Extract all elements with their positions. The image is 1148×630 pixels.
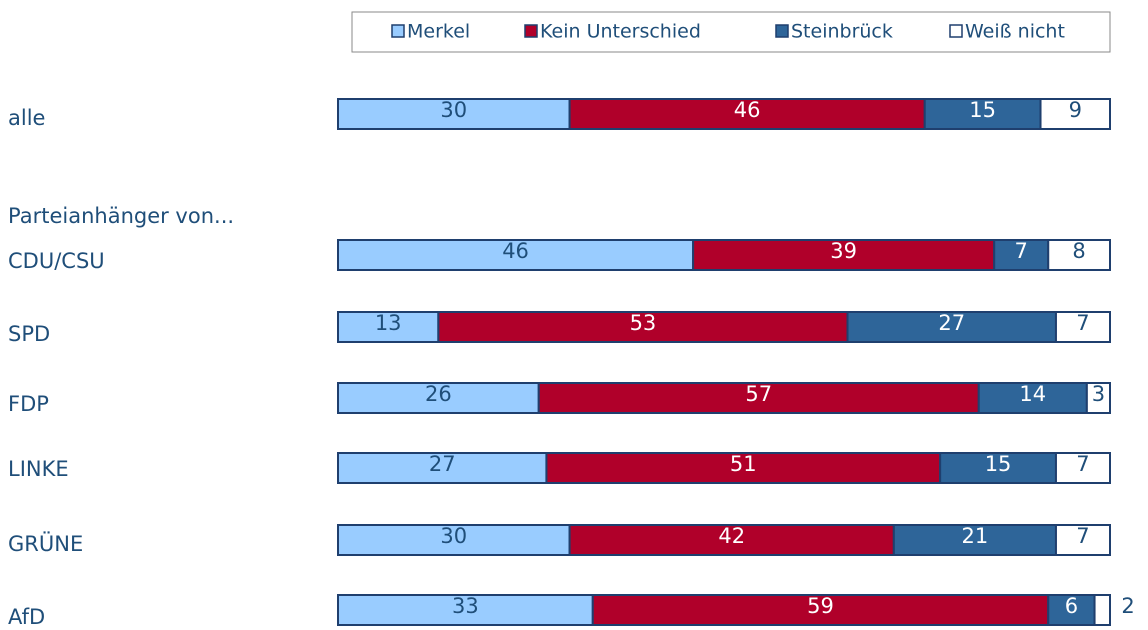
category-label: SPD <box>8 322 50 346</box>
data-label: 14 <box>1019 382 1046 406</box>
legend-box <box>351 11 1111 53</box>
bar-segment <box>337 594 594 626</box>
legend-label: Weiß nicht <box>965 21 1065 43</box>
bar-segment <box>1085 382 1111 414</box>
bar-segment <box>568 524 895 556</box>
data-label: 27 <box>938 311 965 335</box>
data-label: 59 <box>807 594 834 618</box>
data-label: 13 <box>375 311 402 335</box>
category-label: LINKE <box>8 457 69 481</box>
legend-label: Merkel <box>407 21 470 43</box>
bar-segment <box>892 524 1057 556</box>
bar-segment <box>1054 452 1111 484</box>
data-label: 46 <box>502 239 529 263</box>
data-label: 53 <box>630 311 657 335</box>
bar-segment <box>939 452 1057 484</box>
data-label: 6 <box>1065 594 1078 618</box>
category-label: alle <box>8 106 45 130</box>
bar-segment <box>1039 98 1112 130</box>
bar-segment <box>1054 524 1111 556</box>
data-label: 46 <box>734 98 761 122</box>
bar-segment <box>846 311 1057 343</box>
bar-segment <box>993 239 1050 271</box>
category-label: GRÜNE <box>8 531 83 556</box>
data-label: 9 <box>1069 98 1082 122</box>
bar-segment <box>545 452 942 484</box>
bar-segment <box>1047 239 1111 271</box>
bar-segment <box>337 524 571 556</box>
data-label: 57 <box>745 382 772 406</box>
bar-segment <box>337 452 548 484</box>
bar-segment <box>977 382 1088 414</box>
data-label: 30 <box>440 524 467 548</box>
data-label: 26 <box>425 382 452 406</box>
bar-segment <box>568 98 926 130</box>
data-label: 7 <box>1076 311 1089 335</box>
bar-segment <box>1054 311 1111 343</box>
data-label: 51 <box>730 452 757 476</box>
data-label: 7 <box>1076 524 1089 548</box>
category-label: AfD <box>8 605 45 629</box>
legend-label: Kein Unterschied <box>540 21 701 43</box>
bar-segment <box>337 311 440 343</box>
data-label: 42 <box>718 524 745 548</box>
data-label: 30 <box>440 98 467 122</box>
category-label: FDP <box>8 392 49 416</box>
data-label: 8 <box>1072 239 1085 263</box>
data-label: 27 <box>429 452 456 476</box>
data-label: 21 <box>962 524 989 548</box>
data-label: 2 <box>1121 594 1134 618</box>
bar-segment <box>591 594 1050 626</box>
category-label: CDU/CSU <box>8 249 105 273</box>
bar-segment <box>337 98 571 130</box>
data-label: 15 <box>985 452 1012 476</box>
legend-swatch <box>949 24 963 38</box>
legend-label: Steinbrück <box>791 21 893 43</box>
data-label: 39 <box>830 239 857 263</box>
bar-segment <box>337 382 540 414</box>
data-label: 7 <box>1076 452 1089 476</box>
legend-swatch <box>524 24 538 38</box>
bar-segment <box>337 239 695 271</box>
bar-segment <box>1093 594 1112 626</box>
bar-segment <box>692 239 996 271</box>
data-label: 33 <box>452 594 479 618</box>
legend-swatch <box>391 24 405 38</box>
legend-swatch <box>775 24 789 38</box>
data-label: 15 <box>969 98 996 122</box>
data-label: 7 <box>1015 239 1028 263</box>
annotation: Parteianhänger von... <box>8 204 234 228</box>
data-label: 3 <box>1092 382 1105 406</box>
